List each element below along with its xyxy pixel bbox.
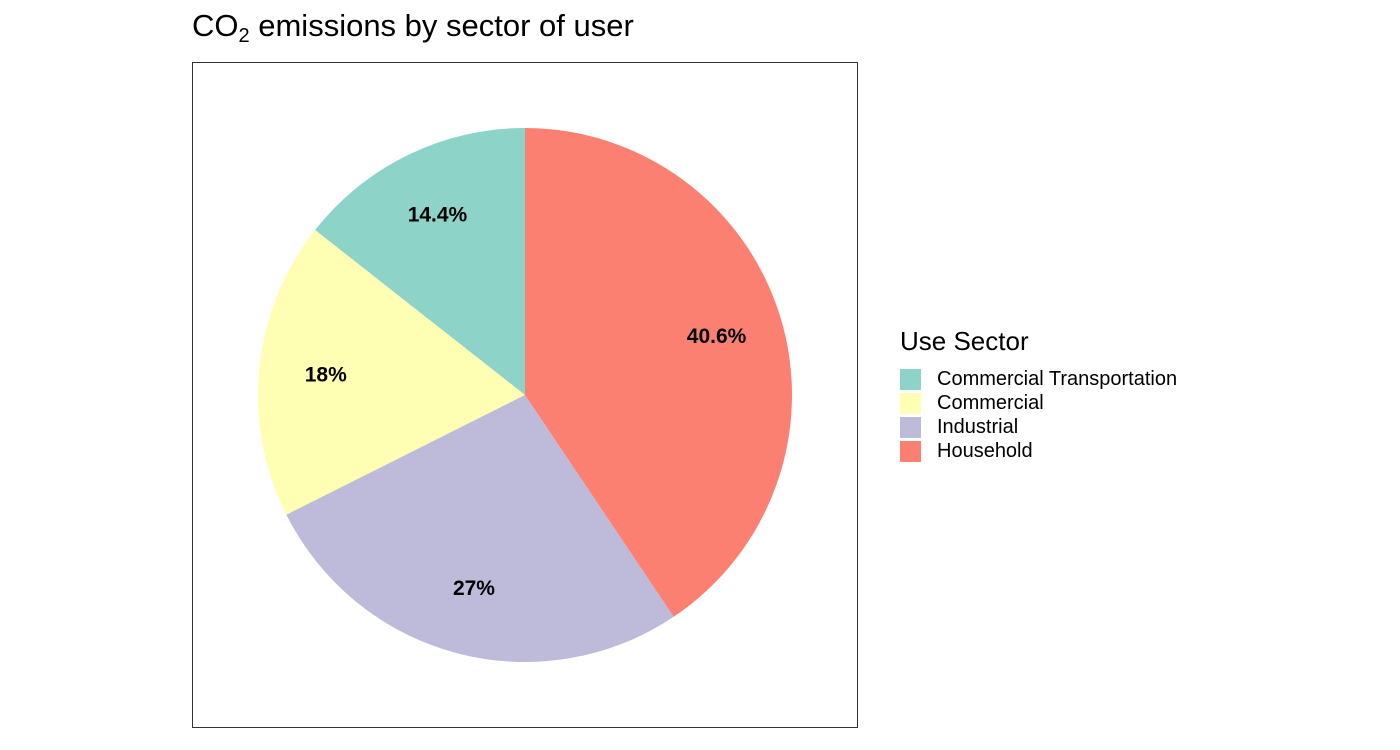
legend-label: Industrial [937, 415, 1019, 438]
slice-data-label: 18% [305, 363, 347, 386]
pie-slice-industrial [286, 395, 674, 663]
legend-key [900, 416, 921, 438]
legend-label: Commercial Transportation [937, 367, 1178, 390]
legend-title: Use Sector [900, 326, 1029, 356]
pie-slice-commercial-transportation [315, 128, 525, 395]
slice-data-label: 40.6% [687, 325, 747, 348]
legend-key [900, 440, 921, 462]
plot-panel [192, 62, 858, 728]
legend-label: Household [937, 439, 1033, 462]
legend-item-commercial: Commercial [900, 391, 1177, 415]
slice-data-label: 27% [453, 577, 495, 600]
legend-item-household: Household [900, 439, 1177, 463]
pie-slice-household [525, 128, 793, 617]
slice-data-label: 14.4% [408, 203, 468, 226]
legend-item-industrial: Industrial [900, 415, 1177, 439]
legend-item-commercial-transportation: Commercial Transportation [900, 367, 1177, 391]
legend-key [900, 392, 921, 414]
legend: Use Sector Commercial Transportation Com… [900, 326, 1177, 463]
legend-key [900, 368, 921, 390]
legend-label: Commercial [937, 391, 1044, 414]
chart-title: CO2 emissions by sector of user [192, 8, 634, 47]
pie-slice-commercial [258, 230, 525, 515]
